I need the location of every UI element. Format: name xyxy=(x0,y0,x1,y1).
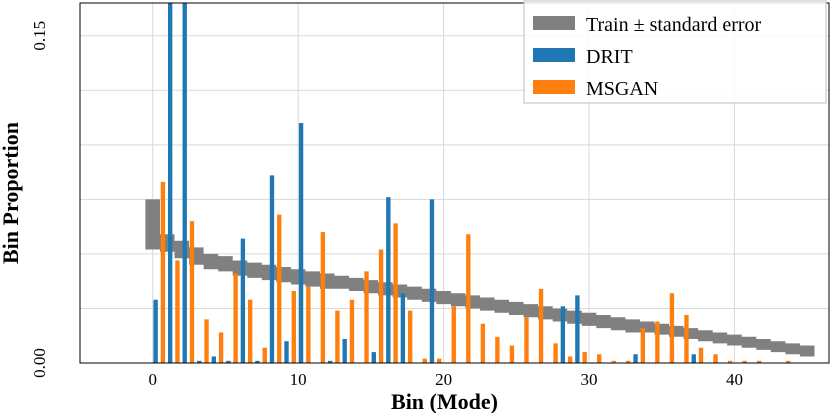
drit-bar xyxy=(284,341,289,363)
msgan-bar xyxy=(538,288,544,363)
drit-bar xyxy=(240,238,246,363)
msgan-bar xyxy=(509,345,515,363)
x-tick-label: 10 xyxy=(290,370,307,389)
drit-bar xyxy=(327,360,333,363)
x-tick-label: 40 xyxy=(726,370,743,389)
msgan-bar xyxy=(727,360,733,363)
drit-bar xyxy=(269,175,275,363)
legend-label-drit: DRIT xyxy=(586,46,633,68)
x-tick-label: 20 xyxy=(435,370,452,389)
msgan-bar xyxy=(393,223,398,363)
drit-bar xyxy=(560,306,566,363)
train-band-layer xyxy=(145,199,815,357)
msgan-bar xyxy=(524,317,529,363)
x-tick-label: 30 xyxy=(581,370,598,389)
drit-bar xyxy=(342,339,347,363)
msgan-bar xyxy=(437,358,442,363)
msgan-bar xyxy=(306,286,311,363)
legend-swatch-train xyxy=(533,16,575,30)
msgan-bar xyxy=(218,332,224,363)
msgan-bar xyxy=(553,343,558,363)
msgan-bar xyxy=(291,291,296,363)
msgan-bar xyxy=(655,321,660,363)
msgan-bar xyxy=(378,249,384,363)
y-tick-label: 0.15 xyxy=(30,21,49,51)
msgan-bar xyxy=(451,306,456,363)
drit-bar xyxy=(153,299,158,363)
msgan-bar xyxy=(233,273,238,363)
legend-label-train: Train ± standard error xyxy=(586,14,762,36)
train-band xyxy=(145,199,815,357)
msgan-bar xyxy=(189,221,195,363)
msgan-bar xyxy=(277,214,282,363)
msgan-bar xyxy=(597,354,602,363)
msgan-bar xyxy=(247,299,253,363)
drit-bar xyxy=(575,295,580,363)
msgan-bar xyxy=(422,358,427,363)
drit-bar xyxy=(386,197,391,363)
msgan-bar xyxy=(611,360,616,363)
msgan-bar xyxy=(335,310,340,363)
msgan-bar xyxy=(349,299,355,363)
msgan-bar xyxy=(160,181,166,363)
msgan-bar xyxy=(495,336,500,363)
drit-bar xyxy=(255,360,260,363)
drit-bar xyxy=(298,123,304,363)
msgan-bar xyxy=(742,360,747,363)
bar-layer xyxy=(153,3,791,363)
msgan-bar xyxy=(262,347,267,363)
drit-bar xyxy=(371,352,376,363)
x-tick-label: 0 xyxy=(148,370,157,389)
plot-frame xyxy=(79,2,830,364)
msgan-bar xyxy=(320,232,326,363)
drit-bar xyxy=(633,354,638,363)
drit-bar xyxy=(226,360,231,363)
msgan-bar xyxy=(364,271,369,363)
msgan-bar xyxy=(626,360,631,363)
drit-bar xyxy=(400,293,406,363)
tick-layer: 0 10 20 30 40 0.00 0.15 xyxy=(30,21,743,389)
drit-bar xyxy=(211,356,216,363)
msgan-bar xyxy=(407,310,413,363)
x-axis-title: Bin (Mode) xyxy=(391,389,498,413)
drit-bar xyxy=(691,354,696,363)
msgan-bar xyxy=(582,352,587,363)
msgan-bar xyxy=(466,234,471,363)
legend: Train ± standard error DRIT MSGAN xyxy=(523,0,827,104)
legend-label-msgan: MSGAN xyxy=(586,78,658,100)
y-axis-title: Bin Proportion xyxy=(0,122,23,264)
drit-bar xyxy=(429,199,435,363)
msgan-bar xyxy=(640,328,646,363)
drit-bar xyxy=(167,3,173,363)
msgan-bar xyxy=(684,315,689,363)
msgan-bar xyxy=(204,319,209,363)
msgan-bar xyxy=(480,323,486,363)
msgan-bar xyxy=(175,260,180,363)
msgan-bar xyxy=(757,360,762,363)
msgan-bar xyxy=(567,356,573,363)
msgan-bar xyxy=(786,360,791,363)
msgan-bar xyxy=(698,347,704,363)
legend-swatch-drit xyxy=(533,48,575,62)
msgan-bar xyxy=(713,354,718,363)
legend-swatch-msgan xyxy=(533,80,575,94)
y-tick-label: 0.00 xyxy=(30,348,49,378)
msgan-bar xyxy=(669,293,675,363)
drit-bar xyxy=(197,360,202,363)
drit-bar xyxy=(182,3,187,363)
